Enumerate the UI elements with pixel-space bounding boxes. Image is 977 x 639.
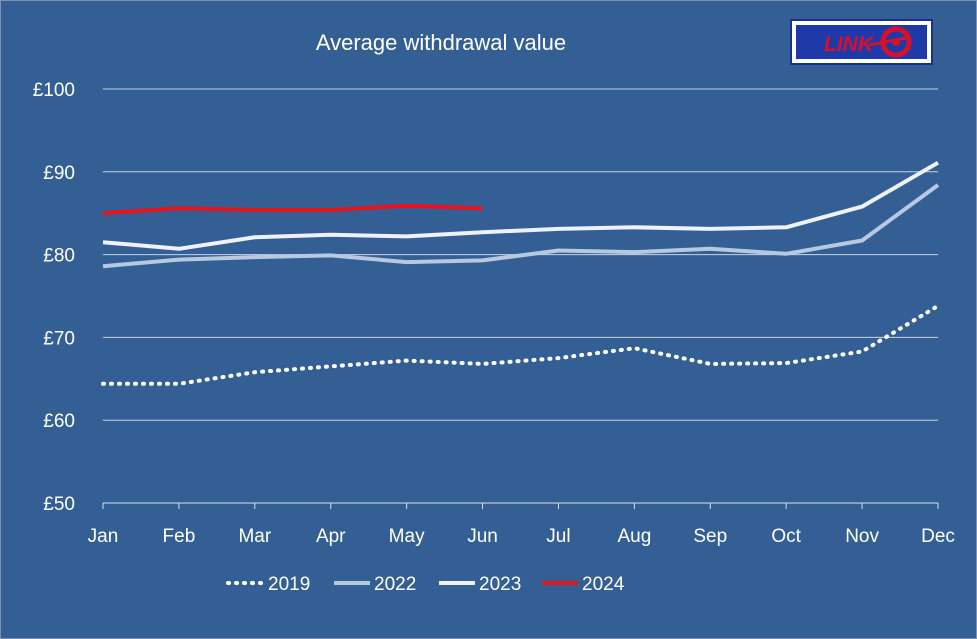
x-tick-label: Dec [921,526,955,547]
x-tick-label: Aug [617,526,651,547]
logo-text: LINK [824,33,875,56]
series-line-2019 [101,303,940,386]
x-axis-ticks: Jan Feb Mar Apr May Jun Jul Aug Sep Oct Nov Dec [88,503,955,547]
x-tick-label: Apr [316,526,346,547]
legend-label-2024: 2024 [582,574,625,595]
legend-label-2019: 2019 [268,574,310,595]
gridlines [103,88,938,504]
x-tick-label: Jul [546,526,570,547]
x-tick-label: Nov [845,526,879,547]
x-tick-label: May [389,526,425,547]
x-tick-label: Sep [693,526,727,547]
series-lines [101,160,940,386]
x-tick-label: Feb [163,526,196,547]
y-tick-label: £80 [43,246,75,267]
y-tick-label: £50 [43,494,75,515]
x-tick-label: Jan [88,526,119,547]
series-line-2022 [102,183,940,269]
y-axis-ticks: £50 £60 £70 £80 £90 £100 [33,80,75,515]
y-tick-label: £100 [33,80,75,101]
link-logo: LINK [790,19,933,65]
y-tick-label: £70 [43,328,75,349]
y-tick-label: £60 [43,411,75,432]
legend-label-2022: 2022 [374,574,416,595]
series-line-2023 [102,160,940,251]
y-tick-label: £90 [43,163,75,184]
x-tick-label: Mar [238,526,271,547]
series-line-2024 [102,203,483,216]
chart-title: Average withdrawal value [316,30,566,55]
legend: 2019 2022 2023 2024 [226,574,625,595]
x-tick-label: Oct [771,526,801,547]
x-tick-label: Jun [467,526,498,547]
legend-label-2023: 2023 [479,574,521,595]
